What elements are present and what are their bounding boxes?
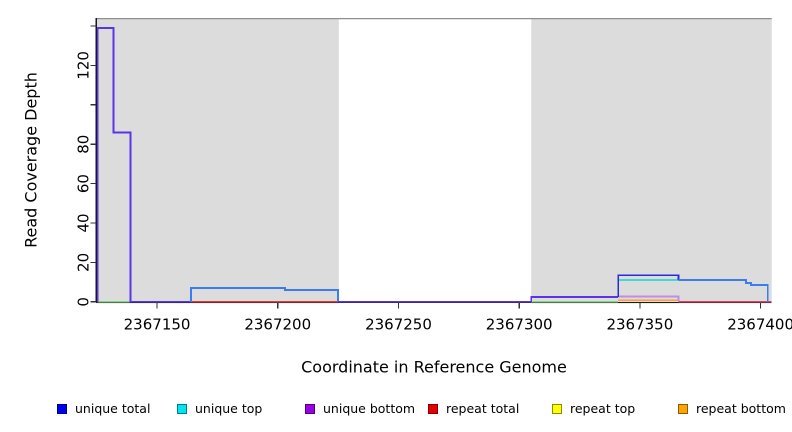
legend-label: unique total	[75, 401, 151, 416]
x-axis-title: Coordinate in Reference Genome	[301, 357, 567, 377]
series-segment-violet-low-step	[530, 295, 619, 302]
x-tick-label: 2367150	[124, 316, 191, 334]
legend-label: repeat top	[570, 401, 636, 416]
series-segment-lightblue-plateau	[189, 287, 340, 302]
x-tick-label: 2367300	[486, 316, 553, 334]
y-tick-label: 120	[75, 51, 93, 80]
x-tick-label: 2367350	[606, 316, 673, 334]
x-tick-label: 2367200	[244, 316, 311, 334]
legend-swatch-icon	[305, 404, 315, 414]
y-tick-label: 80	[75, 135, 93, 154]
legend-swatch-icon	[57, 404, 67, 414]
legend-label: unique bottom	[323, 401, 416, 416]
chart-legend: unique total unique top unique bottom repea…	[0, 398, 792, 422]
y-axis-title: Read Coverage Depth	[21, 72, 41, 248]
series-segment-lavender-low	[618, 295, 680, 301]
legend-swatch-icon	[428, 404, 438, 414]
right-gray-region	[531, 18, 772, 304]
legend-swatch-icon	[177, 404, 187, 414]
x-tick-label: 2367400	[727, 316, 792, 334]
y-tick-label: 20	[75, 253, 93, 272]
y-tick-label: 60	[75, 174, 93, 193]
series-segment-lightblue-right	[678, 279, 769, 302]
legend-swatch-icon	[552, 404, 562, 414]
legend-swatch-icon	[678, 404, 688, 414]
y-tick-label: 40	[75, 213, 93, 232]
legend-label: repeat bottom	[696, 401, 786, 416]
legend-label: unique top	[195, 401, 263, 416]
y-tick-label: 0	[75, 297, 93, 307]
series-segment-darkblue-step	[617, 274, 680, 297]
legend-label: repeat total	[446, 401, 520, 416]
x-tick-label: 2367250	[365, 316, 432, 334]
series-segment-violet-spike	[96, 26, 191, 303]
left-gray-region	[96, 18, 339, 304]
